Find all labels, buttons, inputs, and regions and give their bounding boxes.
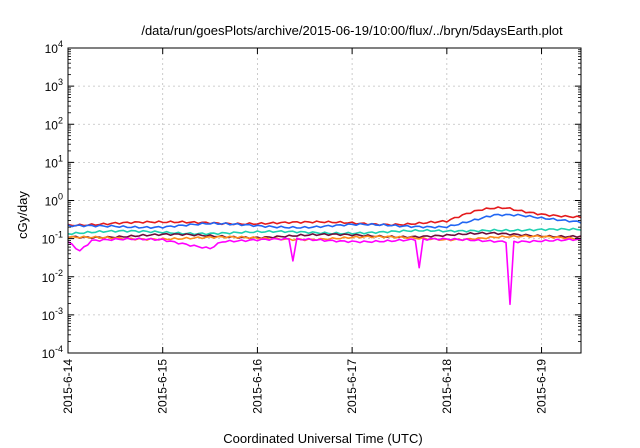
x-tick-label: 2015-6-16	[250, 359, 264, 414]
x-tick-label: 2015-6-14	[61, 359, 75, 414]
x-tick-label: 2015-6-15	[156, 359, 170, 414]
series-line	[67, 237, 582, 306]
y-tick-label: 101	[45, 153, 63, 170]
y-tick-label: 10-4	[42, 344, 63, 361]
x-axis: 2015-6-14 2015-6-15 2015-6-16 2015-6-17 2015…	[61, 48, 549, 414]
series-layer	[67, 206, 582, 306]
y-tick-label: 102	[45, 115, 63, 132]
y-tick-label: 103	[45, 77, 63, 94]
x-tick-label: 2015-6-19	[535, 359, 549, 414]
series-line	[67, 227, 582, 236]
series-line	[67, 231, 582, 240]
x-tick-label: 2015-6-18	[440, 359, 454, 414]
x-axis-title: Coordinated Universal Time (UTC)	[223, 431, 422, 446]
chart-title: /data/run/goesPlots/archive/2015-06-19/1…	[141, 23, 563, 38]
y-axis-title: cGy/day	[15, 191, 30, 239]
y-tick-label: 100	[45, 192, 63, 209]
grid	[67, 47, 581, 354]
series-line	[67, 206, 582, 227]
y-axis: 10-4 10-3 10-2 10-1 100 101 102 103 104	[42, 39, 581, 361]
y-tick-label: 10-3	[42, 306, 63, 323]
x-tick-label: 2015-6-17	[345, 359, 359, 414]
series-line	[67, 213, 582, 229]
y-tick-label: 10-2	[42, 268, 63, 285]
y-tick-label: 10-1	[42, 230, 63, 247]
y-tick-label: 104	[45, 39, 63, 56]
